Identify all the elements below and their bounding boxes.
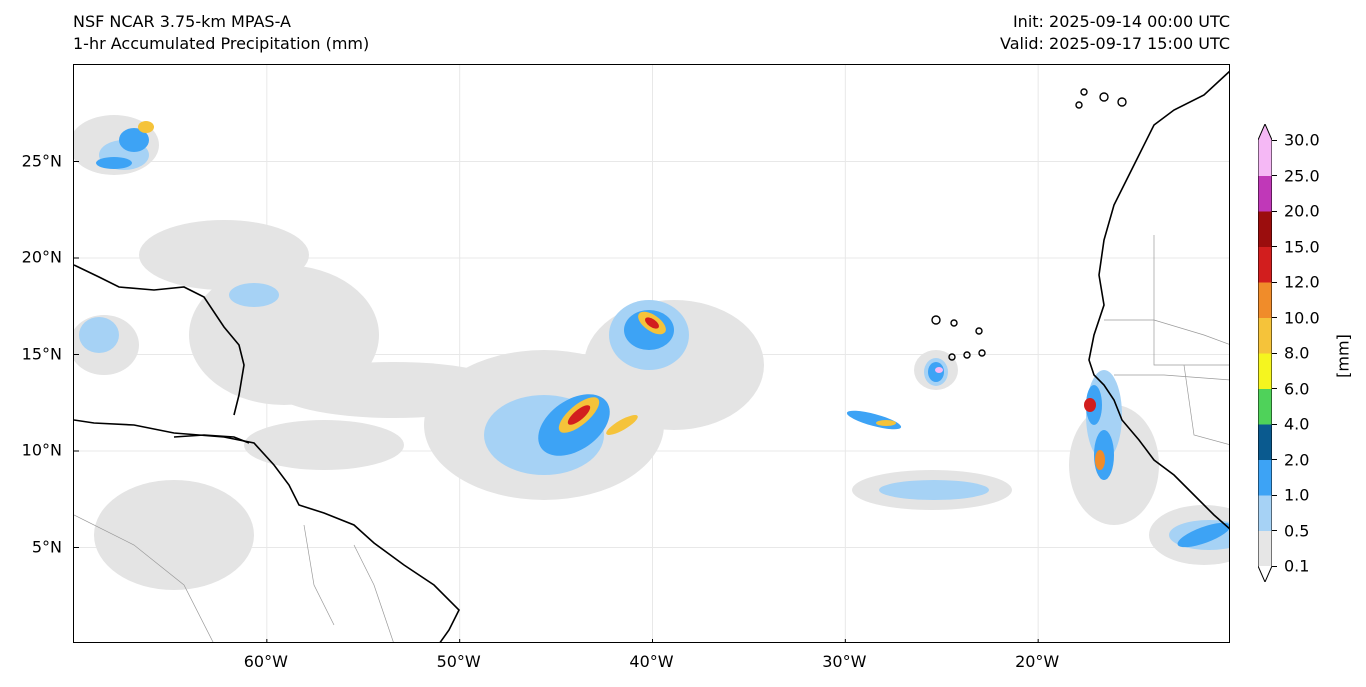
- colorbar-tick: [1272, 565, 1277, 567]
- colorbar-tick: [1272, 210, 1277, 212]
- colorbar-segment: [1258, 246, 1272, 283]
- model-title: NSF NCAR 3.75-km MPAS-A: [73, 12, 291, 31]
- precip-map: [73, 64, 1230, 643]
- latitude-tick-label: 10°N: [21, 440, 62, 460]
- colorbar-tick: [1272, 246, 1277, 247]
- colorbar-tick: [1272, 175, 1277, 176]
- longitude-tick-marks: [266, 639, 1039, 642]
- colorbar-tick: [1272, 423, 1277, 425]
- colorbar-segment: [1258, 459, 1272, 496]
- colorbar-tick: [1272, 317, 1277, 318]
- colorbar-tick: [1272, 139, 1277, 141]
- valid-time: Valid: 2025-09-17 15:00 UTC: [999, 34, 1230, 53]
- longitude-tick-label: 30°W: [822, 652, 867, 671]
- longitude-tick-label: 60°W: [243, 652, 288, 671]
- longitude-tick-label: 20°W: [1015, 652, 1060, 671]
- colorbar-tick: [1272, 459, 1277, 460]
- latitude-tick-marks: [74, 161, 79, 548]
- colorbar-level-label: 1.0: [1284, 485, 1310, 505]
- latitude-tick-label: 25°N: [21, 151, 62, 170]
- colorbar-level-label: 0.1: [1284, 556, 1310, 576]
- colorbar-segment: [1258, 175, 1272, 212]
- field-title: 1-hr Accumulated Precipitation (mm): [73, 34, 370, 53]
- colorbar: [1258, 124, 1272, 582]
- colorbar-tick: [1272, 281, 1277, 283]
- colorbar-tick: [1272, 388, 1277, 389]
- islands: [931, 88, 1127, 361]
- precip-heavy: [138, 121, 1105, 470]
- colorbar-level-label: 0.5: [1284, 521, 1310, 540]
- colorbar-level-label: 10.0: [1284, 308, 1320, 327]
- colorbar-level-label: 25.0: [1284, 166, 1320, 185]
- colorbar-tick: [1272, 494, 1277, 496]
- latitude-tick-label: 15°N: [21, 344, 62, 363]
- colorbar-level-label: 4.0: [1284, 414, 1310, 434]
- longitude-tick-label: 50°W: [436, 652, 481, 671]
- colorbar-segment: [1258, 424, 1272, 460]
- map-header-left: NSF NCAR 3.75-km MPAS-A 1-hr Accumulated…: [73, 11, 369, 55]
- colorbar-tick: [1272, 352, 1277, 354]
- colorbar-segment: [1258, 353, 1272, 389]
- colorbar-segment: [1258, 530, 1272, 567]
- colorbar-tick: [1272, 530, 1277, 531]
- colorbar-segment: [1258, 211, 1272, 247]
- colorbar-segment: [1258, 317, 1272, 354]
- colorbar-level-label: 8.0: [1284, 343, 1310, 363]
- colorbar-level-label: 12.0: [1284, 272, 1320, 292]
- colorbar-unit-label: [mm]: [1333, 334, 1353, 378]
- longitude-tick-label: 40°W: [629, 652, 674, 671]
- colorbar-segment: [1258, 388, 1272, 425]
- colorbar-segment: [1258, 495, 1272, 531]
- precip-light: [74, 115, 1229, 590]
- colorbar-level-label: 6.0: [1284, 379, 1310, 398]
- map-canvas: [74, 65, 1229, 642]
- colorbar-level-label: 15.0: [1284, 237, 1320, 256]
- country-borders: [74, 235, 1229, 642]
- coastlines: [74, 70, 1229, 642]
- colorbar-level-label: 2.0: [1284, 450, 1310, 469]
- colorbar-segment: [1258, 282, 1272, 318]
- colorbar-extend-max: [1258, 124, 1272, 140]
- colorbar-level-label: 20.0: [1284, 201, 1320, 221]
- colorbar-level-label: 30.0: [1284, 130, 1320, 150]
- colorbar-segment: [1258, 140, 1272, 176]
- latitude-tick-label: 5°N: [31, 537, 62, 556]
- latitude-tick-label: 20°N: [21, 247, 62, 267]
- map-header-right: Init: 2025-09-14 00:00 UTC Valid: 2025-0…: [1000, 11, 1230, 55]
- init-time: Init: 2025-09-14 00:00 UTC: [1012, 12, 1230, 31]
- colorbar-extend-min: [1258, 566, 1272, 582]
